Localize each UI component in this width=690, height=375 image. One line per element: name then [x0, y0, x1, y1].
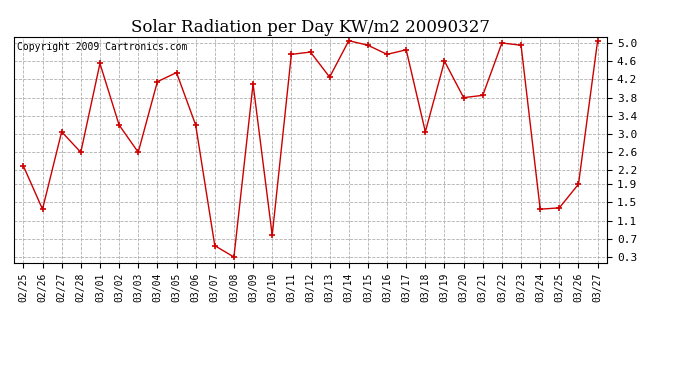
Text: Copyright 2009 Cartronics.com: Copyright 2009 Cartronics.com — [17, 42, 187, 52]
Title: Solar Radiation per Day KW/m2 20090327: Solar Radiation per Day KW/m2 20090327 — [131, 19, 490, 36]
